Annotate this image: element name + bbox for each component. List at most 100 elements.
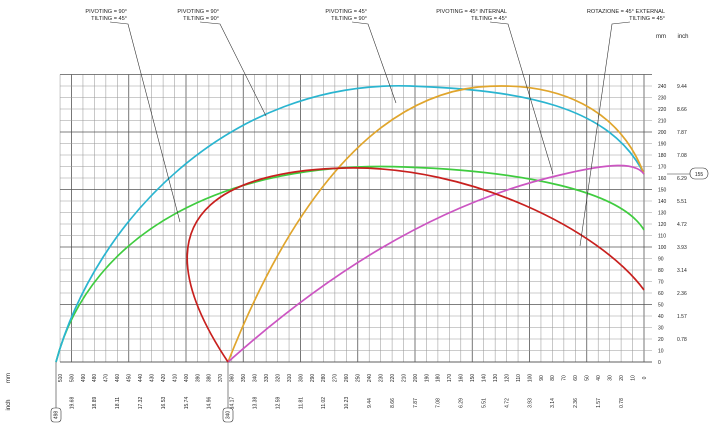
x-inch-tick-300: 11.81 [298,397,304,409]
x-mm-tick-340: 340 [253,374,259,383]
curve-pivoting-45-tilting-90 [227,85,645,363]
x-mm-tick-220: 220 [390,374,396,383]
x-mm-tick-200: 200 [413,374,419,383]
y-mm-tick-200: 200 [658,130,667,136]
x-mm-tick-240: 240 [367,374,373,383]
x-mm-tick-300: 300 [298,374,304,383]
x-inch-tick-320: 12.59 [275,397,281,410]
y-mm-tick-170: 170 [658,164,667,170]
x-mm-tick-270: 270 [333,374,339,383]
x-mm-tick-390: 390 [195,374,201,383]
x-mm-tick-110: 110 [516,374,522,382]
y-mm-tick-10: 10 [658,348,664,354]
grid [59,74,652,363]
leader-line-4 [489,21,554,175]
leader-line-2 [199,21,267,117]
y-inch-tick-60: 2.36 [677,291,687,297]
x-mm-tick-50: 50 [585,375,591,381]
y-mm-tick-0: 0 [658,360,661,366]
y-mm-tick-100: 100 [658,245,667,251]
y-mm-tick-40: 40 [658,314,664,320]
x-mm-tick-440: 440 [138,374,144,383]
x-mm-tick-70: 70 [562,375,568,381]
label-3-line1: PIVOTING = 45° [325,9,367,15]
x-inch-tick-60: 2.36 [573,398,579,408]
x-mm-tick-280: 280 [321,374,327,383]
label-1-line1: PIVOTING = 90° [85,9,127,15]
y-inch-tick-160: 6.29 [677,176,687,182]
x-mm-tick-90: 90 [539,375,545,381]
y-inch-tick-200: 7.87 [677,130,687,136]
label-rotazione-45-external-tilting-45: ROTAZIONE = 45° EXTERNAL TILTING = 45° [587,9,665,22]
label-pivoting-90-tilting-90: PIVOTING = 90° TILTING = 90° [177,9,219,22]
callout-498: 498 [50,362,62,423]
y-mm-tick-140: 140 [658,199,667,205]
y-inch-tick-80: 3.14 [677,268,687,274]
x-mm-tick-510: 510 [58,374,64,383]
x-inch-tick-380: 14.96 [207,397,213,410]
x-mm-tick-250: 250 [356,374,362,383]
unit-inch-right: inch [677,34,688,40]
x-inch-tick-420: 16.53 [161,397,167,410]
x-inch-tick-440: 17.32 [138,397,144,410]
label-pivoting-45-internal-tilting-45: PIVOTING = 45° INTERNAL TILTING = 45° [436,9,507,22]
curve-pivoting-90-tilting-90 [55,85,645,363]
y-inch-tick-140: 5.51 [677,199,687,205]
label-5-line2: TILTING = 45° [629,16,665,22]
callout-155: 155 [667,167,709,180]
y-inch-tick-120: 4.72 [677,222,687,228]
x-inch-tick-500: 19.68 [69,397,75,410]
x-inch-tick-20: 0.78 [619,398,625,408]
x-mm-tick-460: 460 [115,374,121,383]
x-inch-tick-100: 3.93 [527,398,533,408]
x-mm-tick-170: 170 [447,374,453,383]
y-mm-tick-130: 130 [658,210,667,216]
unit-inch-bottom: inch [6,399,12,410]
y-mm-tick-110: 110 [658,233,666,239]
label-5-line1: ROTAZIONE = 45° EXTERNAL [587,9,665,15]
x-mm-tick-360: 360 [230,374,236,383]
y-mm-tick-240: 240 [658,84,667,90]
x-mm-tick-260: 260 [344,374,350,383]
x-mm-tick-140: 140 [482,374,488,383]
x-inch-tick-200: 7.87 [413,398,419,408]
x-mm-tick-490: 490 [81,374,87,383]
x-inch-tick-460: 18.11 [115,397,121,409]
x-mm-tick-180: 180 [436,374,442,383]
x-mm-tick-310: 310 [287,374,293,383]
x-inch-tick-160: 6.29 [459,398,465,408]
y-mm-tick-50: 50 [658,302,664,308]
x-mm-tick-480: 480 [92,374,98,383]
x-mm-tick-330: 330 [264,374,270,383]
y-mm-tick-210: 210 [658,118,667,124]
y-mm-tick-80: 80 [658,268,664,274]
x-inch-tick-220: 8.66 [390,398,396,408]
x-inch-tick-260: 10.23 [344,397,350,410]
x-inch-tick-120: 4.72 [504,398,510,408]
y-inch-tick-220: 8.66 [677,107,687,113]
y-mm-tick-60: 60 [658,291,664,297]
x-inch-tick-480: 18.89 [92,397,98,410]
label-4-line1: PIVOTING = 45° INTERNAL [436,9,507,15]
y-mm-tick-160: 160 [658,176,667,182]
x-mm-tick-150: 150 [470,374,476,383]
label-pivoting-90-tilting-45: PIVOTING = 90° TILTING = 45° [85,9,127,22]
x-inch-tick-140: 5.51 [482,398,488,408]
x-mm-tick-100: 100 [527,374,533,383]
x-mm-tick-500: 500 [69,374,75,383]
y-mm-tick-20: 20 [658,337,664,343]
x-mm-tick-130: 130 [493,374,499,383]
unit-mm-right: mm [656,34,666,40]
curve-rotazione-45-external-tilting-45 [186,167,645,363]
x-inch-tick-400: 15.74 [184,397,190,410]
x-mm-tick-30: 30 [607,375,613,381]
y-inch-tick-40: 1.57 [677,314,687,320]
x-mm-tick-430: 430 [149,374,155,383]
y-mm-tick-180: 180 [658,153,667,159]
leader-line-3 [351,21,397,104]
tick-labels: 2402302202102001901801701601501401301201… [58,84,687,409]
x-mm-tick-20: 20 [619,375,625,381]
y-mm-tick-190: 190 [658,141,667,147]
x-mm-tick-40: 40 [596,375,602,381]
x-mm-tick-380: 380 [207,374,213,383]
